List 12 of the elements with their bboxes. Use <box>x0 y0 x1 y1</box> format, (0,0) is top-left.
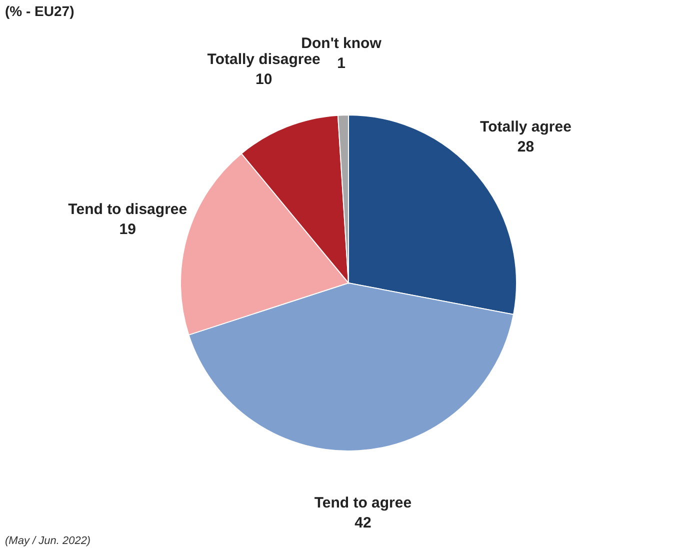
slice-label: Totally agree <box>480 118 572 136</box>
data-label: 19 <box>119 220 136 238</box>
slice-label: Tend to agree <box>314 494 412 512</box>
slice-label: Tend to disagree <box>68 200 188 218</box>
chart-title: (% - EU27) <box>5 3 74 19</box>
slice-label: Don't know <box>301 35 382 52</box>
slice-label: Totally disagree <box>207 51 320 68</box>
data-label: 1 <box>337 55 346 72</box>
text: (May / Jun. 2022) <box>5 535 91 547</box>
data-label: 42 <box>354 514 372 532</box>
data-label: 28 <box>517 138 534 156</box>
data-label: 10 <box>255 71 272 88</box>
